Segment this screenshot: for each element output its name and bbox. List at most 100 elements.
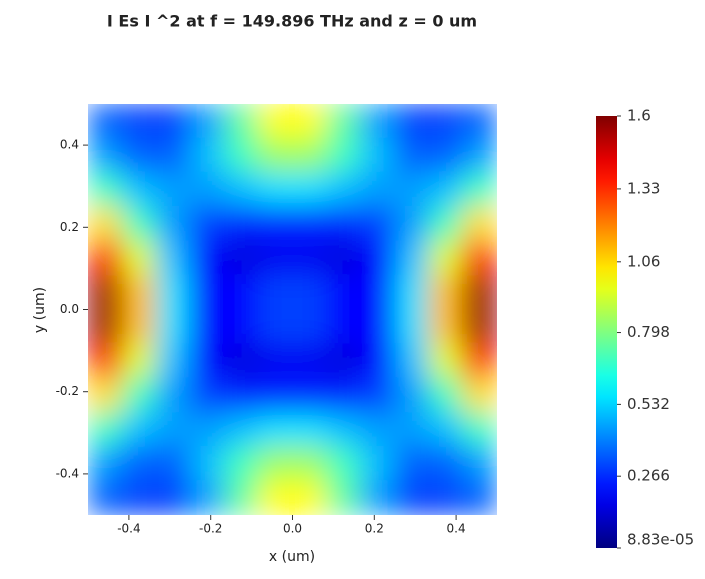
heatmap-cell bbox=[155, 137, 191, 173]
heatmap-cell bbox=[88, 104, 123, 139]
heatmap-cell bbox=[428, 309, 464, 345]
heatmap-cell bbox=[428, 137, 464, 173]
heatmap-cell bbox=[189, 104, 225, 139]
heatmap-cell bbox=[223, 480, 259, 515]
y-tick-label: 0.2 bbox=[60, 220, 79, 234]
heatmap-cell bbox=[428, 104, 464, 139]
heatmap-cell bbox=[257, 480, 293, 515]
heatmap-cell bbox=[394, 446, 430, 482]
heatmap-cell bbox=[326, 240, 362, 276]
heatmap-cell bbox=[189, 446, 225, 482]
heatmap-cell bbox=[394, 104, 430, 139]
heatmap-cell bbox=[155, 274, 191, 310]
heatmap-cell bbox=[326, 377, 362, 413]
heatmap-cell bbox=[155, 480, 191, 515]
heatmap-cell bbox=[155, 377, 191, 413]
heatmap-cell bbox=[360, 274, 396, 310]
heatmap-cell bbox=[257, 274, 293, 310]
y-tick-label: 0.0 bbox=[60, 302, 79, 316]
heatmap-cell bbox=[257, 137, 293, 173]
heatmap-cell bbox=[394, 171, 430, 208]
heatmap-cell bbox=[189, 309, 225, 345]
heatmap-cell bbox=[223, 206, 259, 242]
heatmap-cell bbox=[428, 343, 464, 379]
heatmap-cell bbox=[292, 171, 328, 208]
heatmap-cell bbox=[360, 240, 396, 276]
heatmap-cell bbox=[292, 309, 328, 345]
x-tick-label: 0.4 bbox=[447, 522, 466, 536]
heatmap-cell bbox=[257, 104, 293, 139]
heatmap-cell bbox=[292, 377, 328, 413]
heatmap-cell bbox=[394, 343, 430, 379]
heatmap-cell bbox=[189, 137, 225, 173]
colorbar-tick-label: 8.83e-05 bbox=[627, 531, 694, 549]
heatmap-cell bbox=[189, 206, 225, 242]
heatmap-cell bbox=[189, 171, 225, 208]
colorbar-tick-label: 1.6 bbox=[627, 107, 651, 125]
heatmap-cell bbox=[189, 240, 225, 276]
heatmap-cell bbox=[121, 104, 157, 139]
heatmap-cell bbox=[155, 171, 191, 208]
heatmap-cell bbox=[360, 480, 396, 515]
heatmap-cell bbox=[121, 206, 157, 242]
heatmap-cell bbox=[292, 104, 328, 139]
heatmap-cell bbox=[155, 343, 191, 379]
heatmap-cell bbox=[292, 480, 328, 515]
heatmap-cell bbox=[257, 240, 293, 276]
heatmap-cell bbox=[292, 274, 328, 310]
heatmap-cell bbox=[121, 240, 157, 276]
colorbar-tick-label: 0.266 bbox=[627, 467, 670, 485]
heatmap-cell bbox=[121, 377, 157, 413]
heatmap-cell bbox=[360, 343, 396, 379]
heatmap-cell bbox=[155, 411, 191, 448]
heatmap-cell bbox=[428, 377, 464, 413]
heatmap-cell bbox=[360, 377, 396, 413]
x-tick-label: 0.2 bbox=[365, 522, 384, 536]
heatmap-cell bbox=[360, 411, 396, 448]
y-tick-label: -0.2 bbox=[56, 384, 79, 398]
heatmap-cell bbox=[394, 411, 430, 448]
heatmap-cell bbox=[292, 343, 328, 379]
heatmap-cell bbox=[462, 206, 497, 242]
heatmap-cell bbox=[223, 274, 259, 310]
heatmap-cell bbox=[189, 411, 225, 448]
heatmap-cell bbox=[394, 274, 430, 310]
heatmap-cell bbox=[223, 171, 259, 208]
heatmap-cell bbox=[394, 480, 430, 515]
heatmap-cell bbox=[189, 274, 225, 310]
heatmap-cell bbox=[394, 137, 430, 173]
heatmap-cell bbox=[292, 137, 328, 173]
heatmap-cell bbox=[428, 480, 464, 515]
heatmap-cell bbox=[155, 446, 191, 482]
heatmap-cell bbox=[155, 309, 191, 345]
heatmap-cell bbox=[155, 240, 191, 276]
heatmap-cell bbox=[88, 137, 123, 173]
heatmap-cell bbox=[189, 377, 225, 413]
heatmap-cell bbox=[462, 377, 497, 413]
heatmap-cell bbox=[257, 171, 293, 208]
heatmap bbox=[88, 104, 497, 515]
heatmap-cell bbox=[326, 206, 362, 242]
heatmap-cell bbox=[394, 309, 430, 345]
heatmap-cell bbox=[462, 446, 497, 482]
x-tick-label: -0.2 bbox=[199, 522, 222, 536]
heatmap-cell bbox=[360, 309, 396, 345]
heatmap-cell bbox=[88, 411, 123, 448]
colorbar bbox=[596, 116, 617, 548]
heatmap-cell bbox=[257, 206, 293, 242]
heatmap-cell bbox=[121, 446, 157, 482]
heatmap-cell bbox=[223, 240, 259, 276]
heatmap-cell bbox=[326, 104, 362, 139]
heatmap-cell bbox=[257, 343, 293, 379]
heatmap-cell bbox=[88, 309, 123, 345]
heatmap-cell bbox=[326, 446, 362, 482]
heatmap-cell bbox=[223, 343, 259, 379]
heatmap-cell bbox=[223, 137, 259, 173]
heatmap-cell bbox=[88, 480, 123, 515]
heatmap-cell bbox=[326, 411, 362, 448]
heatmap-cell bbox=[462, 137, 497, 173]
heatmap-cell bbox=[292, 411, 328, 448]
heatmap-cell bbox=[428, 274, 464, 310]
heatmap-cell bbox=[257, 411, 293, 448]
